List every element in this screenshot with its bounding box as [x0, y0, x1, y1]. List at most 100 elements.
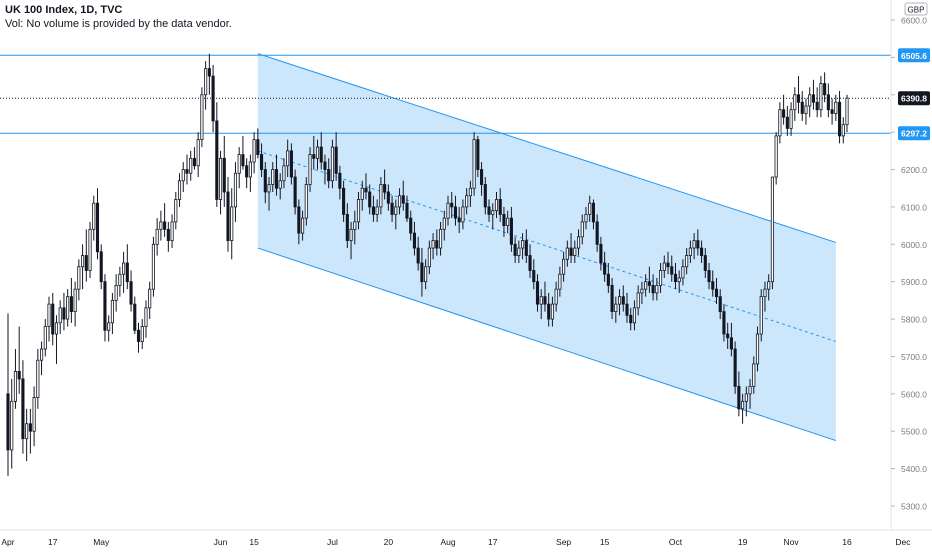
candle-up	[550, 303, 554, 320]
candle-up	[379, 184, 383, 208]
candle-down	[136, 329, 141, 342]
candle-down	[513, 243, 517, 256]
candle-down	[435, 240, 439, 249]
time-tick-label: Apr	[1, 537, 14, 547]
candle-down	[293, 176, 297, 208]
price-tick-label: 5400.0	[901, 464, 927, 474]
candle-up	[767, 281, 771, 290]
candle-up	[465, 195, 469, 208]
candle-down	[274, 169, 279, 189]
candle-up	[267, 184, 271, 193]
candle-up	[43, 326, 47, 350]
candle-down	[543, 296, 547, 305]
candle-up	[677, 277, 681, 283]
candle-down	[215, 120, 219, 200]
candle-up	[491, 210, 495, 215]
candle-down	[796, 94, 801, 103]
time-tick-label: Jun	[214, 537, 228, 547]
candle-up	[200, 94, 204, 141]
candle-up	[353, 221, 357, 230]
candle-down	[226, 191, 230, 241]
candle-down	[133, 303, 137, 331]
candle-down	[241, 154, 245, 167]
candle-down	[528, 255, 532, 271]
candle-up	[617, 296, 622, 305]
candle-down	[737, 385, 741, 410]
candle-up	[644, 281, 648, 290]
candle-up	[248, 161, 252, 178]
candle-up	[562, 258, 566, 275]
candle-up	[282, 165, 286, 182]
time-tick-label: Aug	[440, 537, 455, 547]
candle-up	[759, 296, 763, 335]
time-axis[interactable]: Apr 17 May Jun 15 Jul 20 Aug 17 Sep 15 Oct 19 Nov 16 De…	[1, 537, 932, 547]
time-tick-label: May	[93, 537, 110, 547]
channel-upper-line[interactable]	[257, 53, 836, 243]
candle-down	[211, 75, 215, 122]
candle-up	[614, 303, 618, 313]
candle-up	[58, 307, 62, 324]
candle-down	[245, 165, 249, 178]
candle-down	[125, 262, 129, 283]
candle-up	[66, 296, 70, 320]
candle-up	[304, 184, 308, 219]
candle-down	[823, 83, 827, 96]
candle-down	[711, 281, 715, 290]
candle-up	[521, 240, 525, 249]
price-tick-label: 5500.0	[901, 427, 927, 437]
price-tick-label: 6000.0	[901, 240, 927, 250]
candle-up	[588, 202, 592, 215]
candle-down	[782, 109, 786, 118]
candle-down	[386, 191, 390, 204]
candle-up	[278, 180, 282, 189]
candle-up	[755, 333, 760, 365]
candle-up	[506, 217, 510, 227]
candle-up	[558, 273, 562, 290]
candle-up	[845, 97, 849, 126]
volume-note: Vol: No volume is provided by the data v…	[5, 18, 232, 30]
candle-down	[256, 139, 260, 155]
chart-title: UK 100 Index, 1D, TVC	[5, 4, 123, 16]
candle-up	[177, 180, 182, 200]
candle-up	[692, 240, 696, 249]
candle-down	[837, 101, 842, 137]
candle-down	[457, 217, 461, 223]
price-tick-label: 6600.0	[901, 16, 927, 26]
candle-down	[166, 228, 170, 241]
candle-down	[714, 288, 719, 298]
candle-down	[480, 169, 484, 185]
candle-down	[502, 213, 506, 227]
candle-up	[658, 270, 663, 286]
candle-up	[196, 139, 200, 167]
candle-down	[830, 109, 834, 114]
candle-down	[342, 187, 346, 215]
candle-up	[77, 266, 81, 290]
price-tick-label: 5600.0	[901, 389, 927, 399]
candle-down	[62, 307, 66, 320]
candle-up	[252, 139, 256, 163]
candle-down	[327, 169, 331, 182]
candle-up	[808, 94, 812, 107]
candle-up	[181, 169, 185, 182]
candle-up	[752, 363, 756, 387]
candle-down	[289, 150, 293, 178]
price-tick-label: 6100.0	[901, 202, 927, 212]
horizontal-lines[interactable]	[0, 54, 891, 134]
currency-badge: GBP	[904, 2, 928, 16]
candle-down	[483, 184, 487, 208]
candle-up	[632, 307, 637, 324]
candle-down	[416, 247, 420, 264]
candle-up	[140, 326, 144, 342]
candle-up	[315, 146, 320, 159]
candle-up	[394, 206, 398, 215]
candle-up	[286, 150, 290, 167]
candle-down	[371, 206, 375, 215]
candle-up	[778, 109, 782, 137]
time-tick-label: 15	[249, 537, 259, 547]
candle-down	[222, 157, 226, 193]
candle-down	[319, 146, 323, 163]
candle-down	[453, 206, 458, 219]
candle-down	[163, 221, 167, 230]
